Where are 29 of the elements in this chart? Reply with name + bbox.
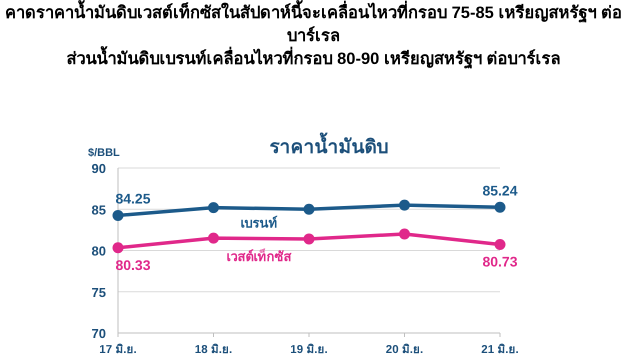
point [208,232,219,244]
data-label: 80.73 [482,253,518,270]
x-tick-label: 20 มิ.ย. [386,343,424,356]
annotation: ส่วนน้ำมันดิบเบรนท์เคลื่อนไหวที่กรอบ 80-90 เหรียญสหรัฐฯ ต่อบาร์เรล [0,48,627,71]
series-label: เวสต์เท็กซัส [226,246,292,264]
y-tick-label: 80 [92,244,106,258]
data-label: 84.25 [115,190,151,206]
point [112,242,124,254]
y-tick-label: 75 [92,284,106,300]
x-tick-label: 21 มิ.ย. [481,343,519,356]
point [399,228,410,240]
point [304,233,314,244]
series-label: เบรนท์ [240,215,278,230]
point [494,202,506,213]
point [208,202,219,214]
point [399,200,410,211]
x-tick-label: 19 มิ.ย. [290,343,328,356]
y-tick-label: 70 [92,326,106,341]
y-tick-label: 90 [92,161,106,176]
point [494,238,506,250]
x-tick-label: 18 มิ.ย. [194,343,232,356]
point [112,210,124,221]
chart-title: ราคาน้ำมันดิบ [270,132,388,158]
y-axis-title: $/BBL [88,147,120,159]
point [304,204,314,215]
y-tick-label: 85 [92,202,106,218]
x-tick-label: 17 มิ.ย. [99,343,137,356]
data-label: 80.33 [115,256,151,273]
data-label: 85.24 [482,182,518,198]
